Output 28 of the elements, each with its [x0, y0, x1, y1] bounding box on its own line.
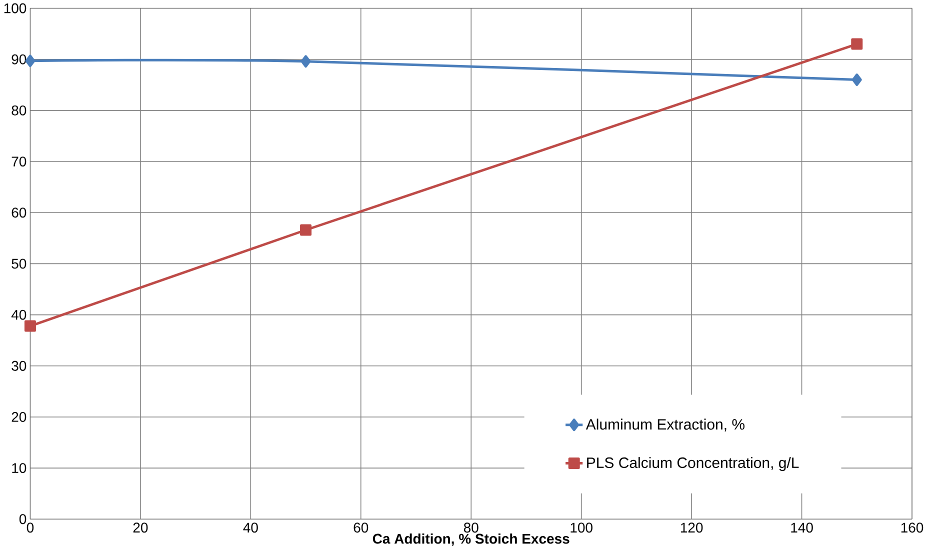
- y-tick-label: 90: [12, 54, 26, 64]
- y-tick-label: 80: [12, 105, 26, 116]
- legend-label: PLS Calcium Concentration, g/L: [587, 456, 799, 471]
- point: [851, 38, 863, 50]
- y-tick-label: 60: [12, 208, 26, 218]
- y-tick-label: 40: [11, 310, 26, 320]
- y-tick-label: 10: [12, 463, 26, 473]
- legend-label: Aluminum Extraction, %: [586, 418, 744, 432]
- x-axis-title: Ca Addition, % Stoich Excess: [372, 533, 570, 546]
- point: [300, 55, 311, 68]
- y-tick-label: 50: [12, 258, 26, 269]
- x-tick-label: 0: [26, 522, 34, 533]
- x-tick-label: 100: [570, 522, 592, 533]
- x-tick-label: 80: [464, 522, 478, 533]
- y-tick-label: 20: [12, 412, 26, 422]
- y-tick-label: 100: [4, 3, 26, 14]
- point: [300, 224, 312, 236]
- x-tick-label: 160: [901, 522, 924, 533]
- x-tick-label: 60: [354, 522, 368, 533]
- point: [24, 320, 36, 332]
- x-tick-label: 40: [243, 522, 258, 533]
- x-tick-label: 20: [133, 522, 148, 533]
- y-tick-label: 70: [12, 156, 26, 166]
- y-tick-label: 0: [19, 514, 26, 524]
- x-tick-label: 120: [680, 522, 703, 533]
- y-tick-label: 30: [12, 360, 26, 371]
- point: [852, 74, 862, 86]
- x-tick-label: 140: [791, 522, 813, 533]
